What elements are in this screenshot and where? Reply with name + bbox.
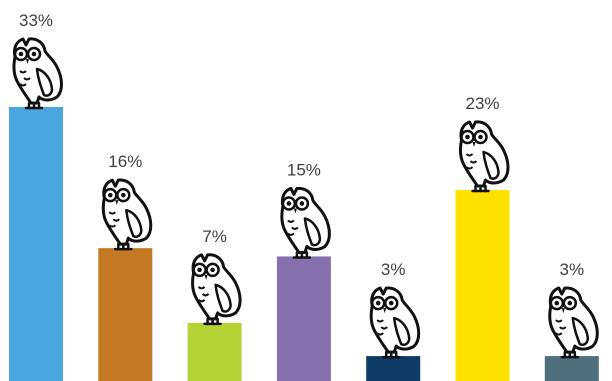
data-label-1: 33% [19, 11, 53, 30]
owl-icon [458, 120, 510, 193]
owl-icon [12, 37, 64, 110]
bar-7 [544, 356, 599, 381]
owl-icon [101, 178, 153, 251]
owl-icon [280, 186, 331, 259]
bars-group: 33% 16% 7% 15% 3% 23% 3% [9, 11, 599, 381]
bar-2 [98, 248, 153, 381]
data-label-5: 3% [381, 260, 406, 279]
bar-6 [455, 190, 510, 381]
data-label-4: 15% [287, 160, 321, 179]
owl-icon [191, 253, 242, 326]
data-label-7: 3% [560, 260, 585, 279]
bar-4 [276, 256, 331, 381]
bar-5 [366, 356, 421, 381]
bar-1 [9, 107, 63, 381]
data-label-3: 7% [202, 227, 227, 246]
owl-icon [369, 286, 421, 359]
owl-icon [548, 286, 599, 359]
data-label-2: 16% [108, 152, 142, 171]
bar-3 [187, 322, 242, 381]
data-label-6: 23% [465, 94, 499, 113]
